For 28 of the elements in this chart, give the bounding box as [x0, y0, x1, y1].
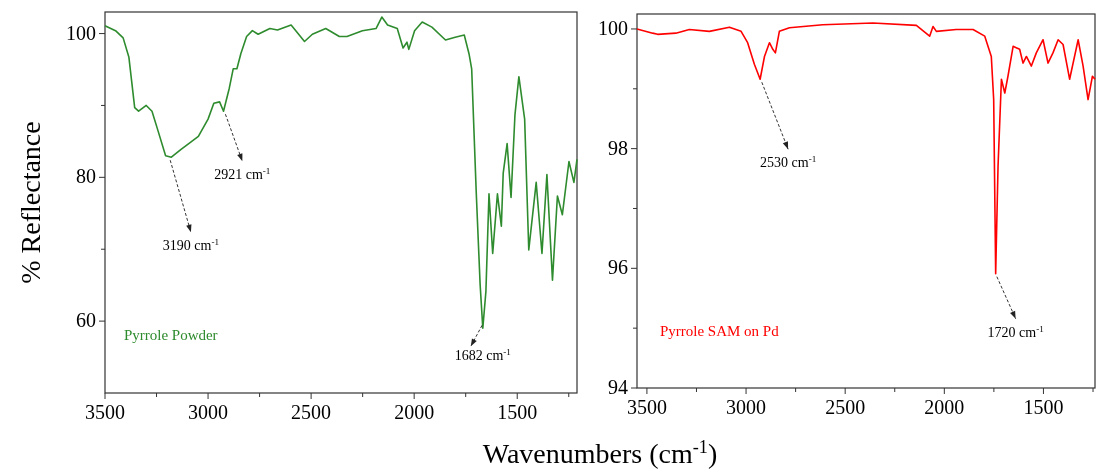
- annotation: 2530 cm$^{-1}$: [760, 154, 817, 171]
- x-tick-label: 1500: [497, 401, 538, 423]
- annotation: 1720 cm$^{-1}$: [987, 323, 1044, 340]
- y-tick-label: 60: [76, 309, 96, 332]
- x-tick-label: 1500: [1023, 396, 1064, 418]
- x-axis-title: Wavenumbers (cm$^{-1}$): [482, 437, 718, 469]
- y-axis-title: % Reflectance: [15, 121, 46, 284]
- annotation: 3190 cm$^{-1}$: [162, 237, 219, 254]
- x-tick-label: 2500: [291, 401, 332, 423]
- x-tick-label: 2000: [394, 401, 435, 423]
- text: Pyrrole Powder: [123, 326, 218, 343]
- y-tick-label: 94: [608, 376, 628, 398]
- x-tick-label: 3500: [85, 401, 125, 423]
- annotation: 2921 cm$^{-1}$: [214, 166, 271, 183]
- line-series: [104, 16, 578, 330]
- line-series: [636, 22, 1096, 275]
- x-tick-label: 3000: [726, 396, 767, 418]
- y-tick-label: 96: [608, 256, 628, 279]
- y-tick-label: 100: [66, 21, 96, 44]
- x-tick-label: 2000: [924, 396, 965, 418]
- x-tick-label: 3000: [188, 401, 229, 423]
- x-tick-label: 3500: [626, 396, 667, 418]
- y-tick-label: 100: [598, 16, 628, 39]
- annotation: 1682 cm$^{-1}$: [454, 347, 511, 364]
- text: Pyrrole SAM on Pd: [659, 322, 780, 339]
- x-tick-label: 2500: [825, 396, 866, 418]
- y-tick-label: 80: [76, 165, 96, 188]
- y-tick-label: 98: [608, 136, 628, 159]
